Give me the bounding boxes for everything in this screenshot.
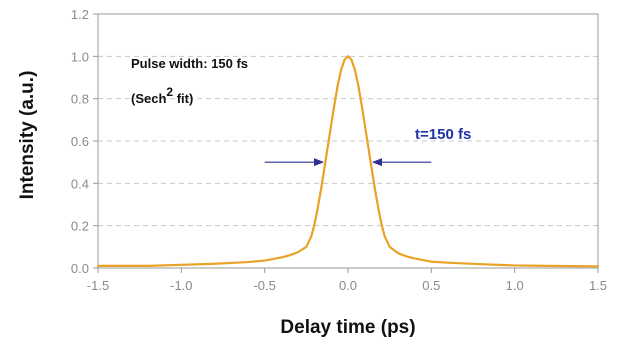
fit-prefix: (Sech (131, 91, 166, 106)
y-tick-label: 0.2 (71, 219, 89, 234)
fit-annotation: (Sech2 fit) (131, 85, 193, 106)
x-tick-label: 0.5 (422, 278, 440, 293)
y-tick-label: 0.4 (71, 176, 89, 191)
y-tick-label: 0.0 (71, 261, 89, 276)
fit-superscript: 2 (166, 85, 173, 99)
fit-suffix: fit) (173, 91, 193, 106)
grid-lines (98, 55, 598, 227)
x-tick-label: 1.5 (589, 278, 607, 293)
y-tick-label: 0.6 (71, 134, 89, 149)
x-tick-label: -0.5 (253, 278, 275, 293)
y-axis-label: Intensity (a.u.) (17, 71, 38, 200)
y-tick-label: 1.2 (71, 7, 89, 22)
x-tick-label: -1.0 (170, 278, 192, 293)
pulse-width-annotation: Pulse width: 150 fs (131, 56, 248, 71)
x-tick-label: 0.0 (339, 278, 357, 293)
y-tick-label: 0.8 (71, 92, 89, 107)
axis-ticks: -1.5 -1.0 -0.5 0.0 0.5 1.0 1.5 0.0 0.2 0.4 0.6 0.8 1… (71, 7, 607, 293)
x-tick-label: -1.5 (87, 278, 109, 293)
x-tick-label: 1.0 (506, 278, 524, 293)
y-tick-label: 1.0 (71, 49, 89, 64)
x-axis-label: Delay time (ps) (280, 317, 415, 338)
series-layer (96, 55, 600, 268)
fwhm-annotation: t=150 fs (415, 126, 471, 143)
series-line (96, 55, 600, 268)
